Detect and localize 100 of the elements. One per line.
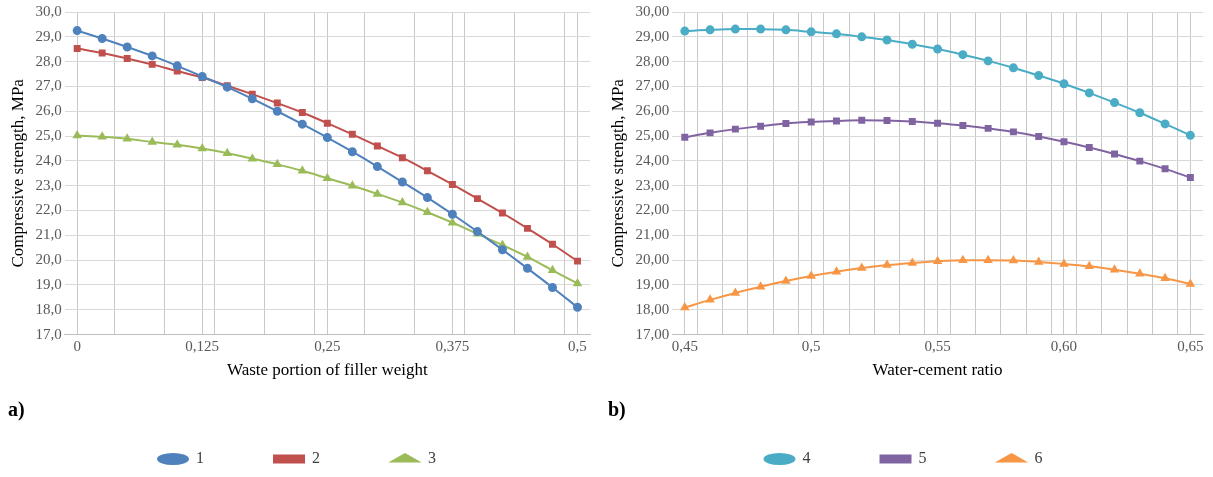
point <box>807 118 815 126</box>
point <box>1084 88 1094 98</box>
y-tick-label: 28,0 <box>35 52 62 69</box>
point <box>705 25 715 35</box>
point <box>298 166 307 174</box>
y-tick-label: 23,0 <box>35 176 62 193</box>
y-tick-label: 22,0 <box>35 201 62 218</box>
y-tick-label: 25,00 <box>635 127 670 144</box>
point <box>397 177 407 187</box>
point <box>547 282 557 292</box>
point <box>757 122 765 130</box>
point <box>348 181 357 189</box>
point <box>422 193 432 203</box>
point <box>1135 269 1144 277</box>
point <box>272 106 282 116</box>
point <box>498 209 506 217</box>
point <box>1060 138 1068 146</box>
point <box>908 258 917 266</box>
point <box>984 124 992 132</box>
point <box>883 116 891 124</box>
point <box>523 252 532 260</box>
point <box>574 257 581 265</box>
point <box>831 29 841 39</box>
point <box>908 117 916 125</box>
y-tick-label: 30,0 <box>35 2 62 19</box>
point <box>297 119 307 129</box>
point <box>806 27 816 37</box>
point <box>173 140 182 148</box>
point <box>372 162 382 172</box>
point <box>1185 130 1195 140</box>
x-tick-label: 0,60 <box>1050 337 1078 354</box>
point <box>1135 108 1145 118</box>
point <box>572 302 582 312</box>
point <box>1085 261 1094 270</box>
y-tick-label: 17,0 <box>35 325 62 342</box>
point <box>731 288 740 296</box>
point <box>1111 150 1118 158</box>
y-tick-label: 22,00 <box>635 201 670 218</box>
point <box>448 180 456 188</box>
point <box>172 61 182 71</box>
point <box>497 245 507 255</box>
y-tick-label: 29,0 <box>35 27 62 44</box>
point <box>98 49 106 57</box>
point <box>123 134 132 142</box>
point <box>198 143 207 152</box>
point <box>907 39 917 49</box>
point <box>680 26 690 36</box>
point <box>731 125 739 133</box>
point <box>857 263 866 271</box>
point <box>423 167 431 175</box>
point <box>247 94 257 104</box>
y-tick-label: 21,0 <box>35 226 62 243</box>
point <box>1034 257 1043 265</box>
point <box>933 256 942 264</box>
y-tick-label: 20,0 <box>35 251 62 268</box>
y-tick-label: 19,00 <box>635 275 670 292</box>
point <box>223 148 232 156</box>
point <box>573 278 582 287</box>
y-tick-label: 28,00 <box>635 52 670 69</box>
text: a) <box>8 398 25 422</box>
x-tick-label: 0,25 <box>314 337 341 354</box>
point <box>148 137 157 145</box>
legend-label: 6 <box>1034 449 1043 467</box>
y-tick-label: 27,00 <box>635 77 670 94</box>
y-tick-label: 30,00 <box>635 2 670 19</box>
point <box>448 218 457 226</box>
point <box>123 54 131 62</box>
y-tick-label: 27,0 <box>35 77 62 94</box>
point <box>958 50 968 60</box>
point <box>781 276 790 284</box>
point <box>1110 265 1119 273</box>
y-tick-label: 24,00 <box>635 151 670 168</box>
legend-label: 3 <box>428 449 436 467</box>
point <box>273 99 281 107</box>
point <box>933 44 943 54</box>
y-tick-label: 26,0 <box>35 102 62 119</box>
x-axis-title: Water-cement ratio <box>872 360 1003 380</box>
point <box>858 116 866 124</box>
point <box>398 154 406 162</box>
point <box>548 265 557 274</box>
y-tick-label: 25,0 <box>35 127 62 144</box>
y-tick-label: 26,00 <box>635 102 670 119</box>
point <box>832 117 840 125</box>
legend-label: 4 <box>802 449 811 467</box>
point <box>756 24 766 34</box>
text: b) <box>608 398 626 422</box>
point <box>1136 157 1144 165</box>
point <box>373 142 381 150</box>
point <box>1110 98 1120 108</box>
point <box>882 35 892 45</box>
point <box>1161 165 1169 173</box>
point <box>72 26 82 36</box>
x-tick-label: 0,45 <box>671 337 698 354</box>
point <box>882 260 892 268</box>
point <box>756 282 765 290</box>
y-tick-label: 18,00 <box>635 300 670 317</box>
point <box>398 198 407 206</box>
point <box>447 209 457 219</box>
y-tick-label: 23,00 <box>635 176 670 193</box>
x-tick-label: 0,5 <box>801 337 821 354</box>
